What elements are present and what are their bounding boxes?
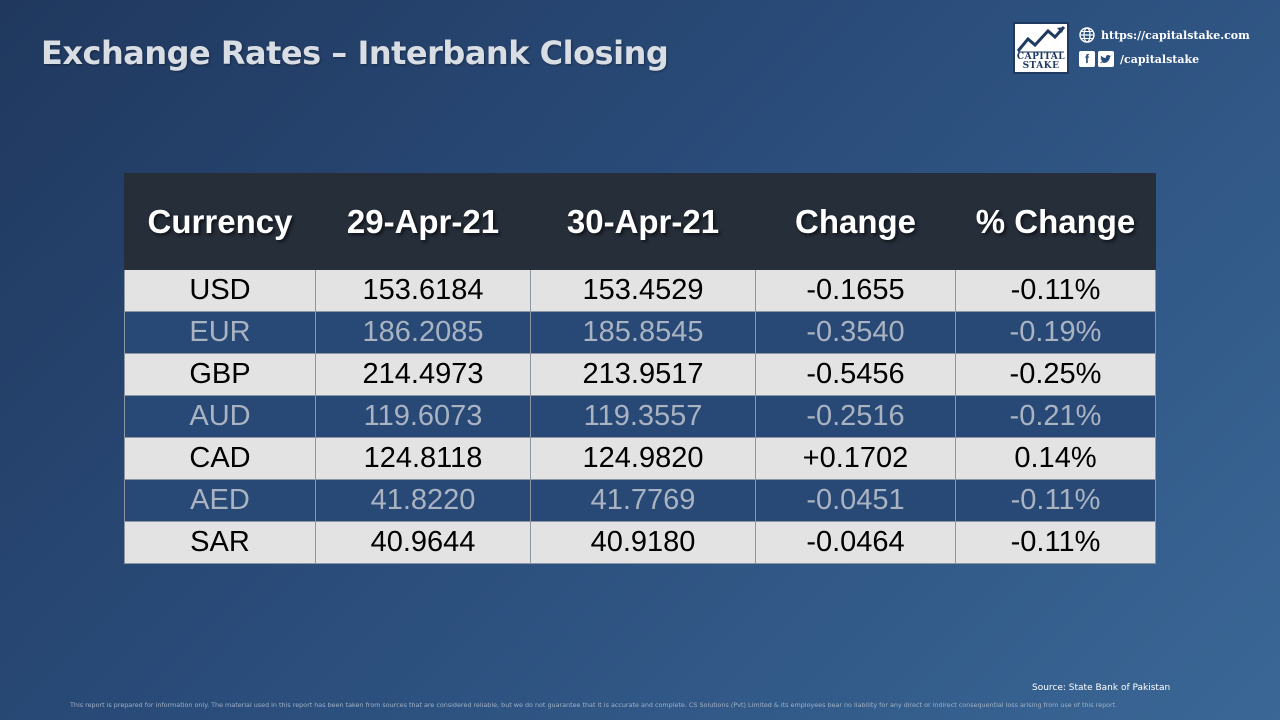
disclaimer-text: This report is prepared for information … — [70, 701, 1118, 709]
change-cell: -0.0464 — [755, 521, 956, 564]
rate-cell: 124.8118 — [315, 437, 531, 480]
table-row: EUR 186.2085 185.8545 -0.3540 -0.19% — [124, 311, 1156, 354]
twitter-icon[interactable] — [1098, 51, 1114, 67]
chart-trend-icon — [1016, 25, 1066, 53]
change-cell: -0.1655 — [755, 269, 956, 312]
header-percent-change: % Change — [955, 173, 1156, 270]
table-row: CAD 124.8118 124.9820 +0.1702 0.14% — [124, 437, 1156, 480]
change-cell: -0.5456 — [755, 353, 956, 396]
capital-stake-logo: CAPITAL STAKE — [1013, 22, 1069, 74]
table-row: AUD 119.6073 119.3557 -0.2516 -0.21% — [124, 395, 1156, 438]
rate-cell: 40.9644 — [315, 521, 531, 564]
logo-text-capital: CAPITAL — [1016, 52, 1066, 62]
percent-change-cell: -0.11% — [955, 479, 1156, 522]
percent-change-cell: -0.25% — [955, 353, 1156, 396]
percent-change-cell: -0.19% — [955, 311, 1156, 354]
header-currency: Currency — [124, 173, 316, 270]
currency-cell: USD — [124, 269, 316, 312]
table-header-row: Currency 29-Apr-21 30-Apr-21 Change % Ch… — [124, 173, 1156, 270]
exchange-rates-table: Currency 29-Apr-21 30-Apr-21 Change % Ch… — [124, 173, 1156, 564]
header-change: Change — [755, 173, 956, 270]
percent-change-cell: -0.11% — [955, 521, 1156, 564]
rate-cell: 41.7769 — [530, 479, 756, 522]
rate-cell: 119.3557 — [530, 395, 756, 438]
currency-cell: AUD — [124, 395, 316, 438]
rate-cell: 213.9517 — [530, 353, 756, 396]
table-row: GBP 214.4973 213.9517 -0.5456 -0.25% — [124, 353, 1156, 396]
website-link[interactable]: https://capitalstake.com — [1101, 28, 1250, 42]
rate-cell: 214.4973 — [315, 353, 531, 396]
currency-cell: EUR — [124, 311, 316, 354]
rate-cell: 153.4529 — [530, 269, 756, 312]
rate-cell: 124.9820 — [530, 437, 756, 480]
rate-cell: 153.6184 — [315, 269, 531, 312]
table-row: AED 41.8220 41.7769 -0.0451 -0.11% — [124, 479, 1156, 522]
globe-icon — [1079, 27, 1095, 43]
facebook-icon[interactable]: f — [1079, 51, 1095, 67]
table-row: SAR 40.9644 40.9180 -0.0464 -0.11% — [124, 521, 1156, 564]
percent-change-cell: -0.21% — [955, 395, 1156, 438]
page-title: Exchange Rates – Interbank Closing — [41, 34, 669, 72]
currency-cell: AED — [124, 479, 316, 522]
currency-cell: CAD — [124, 437, 316, 480]
logo-text-stake: STAKE — [1022, 61, 1060, 71]
change-cell: -0.0451 — [755, 479, 956, 522]
rate-cell: 40.9180 — [530, 521, 756, 564]
rate-cell: 186.2085 — [315, 311, 531, 354]
rate-cell: 41.8220 — [315, 479, 531, 522]
rate-cell: 185.8545 — [530, 311, 756, 354]
currency-cell: GBP — [124, 353, 316, 396]
header-date-1: 29-Apr-21 — [315, 173, 531, 270]
social-handle[interactable]: /capitalstake — [1120, 52, 1200, 66]
change-cell: -0.3540 — [755, 311, 956, 354]
table-row: USD 153.6184 153.4529 -0.1655 -0.11% — [124, 269, 1156, 312]
change-cell: +0.1702 — [755, 437, 956, 480]
rate-cell: 119.6073 — [315, 395, 531, 438]
percent-change-cell: -0.11% — [955, 269, 1156, 312]
brand-links: https://capitalstake.com f /capitalstake — [1079, 25, 1250, 73]
change-cell: -0.2516 — [755, 395, 956, 438]
header-date-2: 30-Apr-21 — [530, 173, 756, 270]
currency-cell: SAR — [124, 521, 316, 564]
source-note: Source: State Bank of Pakistan — [1032, 683, 1171, 693]
percent-change-cell: 0.14% — [955, 437, 1156, 480]
